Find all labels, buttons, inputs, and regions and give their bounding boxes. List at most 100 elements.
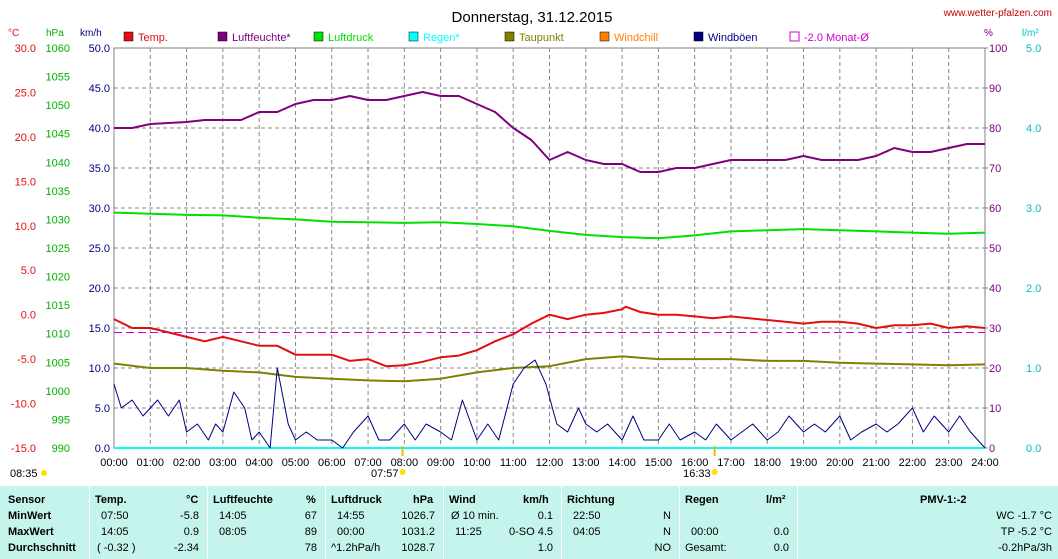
hdr-press-unit: hPa: [413, 494, 434, 506]
hum-tick-label: 80: [989, 123, 1001, 135]
min-pmv: WC -1.7 °C: [996, 510, 1052, 522]
weather-chart: Donnerstag, 31.12.2015 www.wetter-pfalze…: [8, 8, 1052, 480]
press-tick-label: 1060: [46, 43, 70, 55]
min-temp-time: 07:50: [101, 510, 129, 522]
max-rain-time: 00:00: [691, 526, 719, 538]
hum-tick-label: 70: [989, 163, 1001, 175]
time-tick-label: 05:00: [282, 457, 310, 469]
grid: [114, 48, 985, 448]
wind-tick-label: 10.0: [89, 363, 110, 375]
unit-temp: °C: [8, 28, 19, 39]
hdr-rain-unit: l/m²: [766, 494, 786, 506]
legend-swatch: [789, 31, 800, 42]
temp-tick-label: 5.0: [21, 265, 36, 277]
avg-pmv: -0.2hPa/3h: [998, 542, 1052, 554]
legend: Temp. Luftfeuchte* Luftdruck Regen* Taupunkt…: [123, 31, 869, 44]
temp-tick-label: 0.0: [21, 310, 36, 322]
site-url: www.wetter-pfalzen.com: [943, 8, 1052, 19]
sun-markers: 07:57 16:33 08:35: [10, 446, 718, 480]
hum-tick-label: 20: [989, 363, 1001, 375]
row-label: MinWert: [8, 510, 52, 522]
time-tick-label: 03:00: [209, 457, 237, 469]
avg-press-val: 1028.7: [401, 542, 435, 554]
hdr-hum-unit: %: [306, 494, 316, 506]
min-wind-val: 0.1: [537, 510, 553, 522]
min-hum-time: 14:05: [219, 510, 247, 522]
hum-tick-label: 40: [989, 283, 1001, 295]
temp-tick-label: 30.0: [15, 43, 36, 55]
time-tick-label: 21:00: [862, 457, 890, 469]
time-tick-label: 11:00: [500, 457, 527, 469]
hdr-temp: Temp.: [95, 494, 127, 506]
wind-tick-label: 45.0: [89, 83, 110, 95]
time-tick-label: 02:00: [173, 457, 201, 469]
time-tick-label: 06:00: [318, 457, 346, 469]
press-tick-label: 1040: [46, 157, 70, 169]
time-tick-label: 23:00: [935, 457, 963, 469]
hdr-wind-unit: km/h: [523, 494, 549, 506]
press-tick-label: 1045: [46, 129, 70, 141]
legend-label: Taupunkt: [519, 32, 564, 44]
hum-tick-label: 0: [989, 443, 995, 455]
hum-tick-label: 90: [989, 83, 1001, 95]
sunset-label: 16:33: [683, 468, 711, 480]
press-tick-label: 1055: [46, 72, 70, 84]
max-pmv: TP -5.2 °C: [1000, 526, 1052, 538]
legend-label: Windchill: [614, 32, 658, 44]
time-tick-label: 17:00: [717, 457, 745, 469]
daylength-label: 08:35: [10, 468, 38, 480]
axes: 30.0 25.0 20.0 15.0 10.0 5.0 0.0 -5.0 -10.0 -15.0…: [11, 43, 1041, 469]
max-rain-val: 0.0: [773, 526, 789, 538]
min-press-val: 1026.7: [401, 510, 435, 522]
max-press-time: 00:00: [337, 526, 365, 538]
hdr-sensor: Sensor: [8, 494, 46, 506]
press-tick-label: 1015: [46, 300, 70, 312]
hdr-pmv: PMV-1:-2: [920, 494, 967, 506]
unit-press: hPa: [46, 28, 64, 39]
daylength-dot: [41, 470, 47, 476]
max-hum-time: 08:05: [219, 526, 247, 538]
time-tick-label: 18:00: [753, 457, 781, 469]
avg-dir-val: NO: [654, 542, 672, 554]
legend-swatch: [313, 31, 324, 42]
hum-tick-label: 60: [989, 203, 1001, 215]
sunset-dot: [711, 469, 718, 475]
rain-tick-label: 0.0: [1026, 443, 1041, 455]
temp-tick-label: 10.0: [15, 221, 36, 233]
min-dir-time: 22:50: [573, 510, 601, 522]
time-tick-label: 00:00: [100, 457, 128, 469]
press-tick-label: 990: [52, 443, 70, 455]
wind-tick-label: 5.0: [95, 403, 110, 415]
press-tick-label: 1010: [46, 329, 70, 341]
max-wind-time: 11:25: [455, 526, 482, 538]
time-tick-label: 09:00: [427, 457, 455, 469]
rain-tick-label: 4.0: [1026, 123, 1041, 135]
hdr-press: Luftdruck: [331, 494, 382, 506]
rain-tick-label: 5.0: [1026, 43, 1041, 55]
wind-tick-label: 35.0: [89, 163, 110, 175]
time-tick-label: 10:00: [463, 457, 491, 469]
series-line: [113, 359, 986, 449]
sunrise-dot: [399, 469, 406, 475]
max-temp-time: 14:05: [101, 526, 129, 538]
time-tick-label: 08:00: [391, 457, 419, 469]
hum-tick-label: 50: [989, 243, 1001, 255]
wind-tick-label: 40.0: [89, 123, 110, 135]
wind-tick-label: 25.0: [89, 243, 110, 255]
wind-tick-label: 30.0: [89, 203, 110, 215]
avg-temp-val: -2.34: [173, 542, 199, 554]
time-tick-label: 12:00: [536, 457, 564, 469]
row-label: Durchschnitt: [8, 542, 76, 554]
time-tick-label: 19:00: [790, 457, 818, 469]
press-tick-label: 1025: [46, 243, 70, 255]
series-line: [113, 211, 986, 240]
time-tick-label: 15:00: [645, 457, 673, 469]
legend-swatch: [123, 31, 134, 42]
hdr-wind: Wind: [449, 494, 476, 506]
hdr-hum: Luftfeuchte: [213, 494, 273, 506]
wind-tick-label: 50.0: [89, 43, 110, 55]
stats-table: [0, 486, 1058, 559]
temp-tick-label: 20.0: [15, 132, 36, 144]
legend-swatch: [408, 31, 419, 42]
press-tick-label: 1050: [46, 100, 70, 112]
